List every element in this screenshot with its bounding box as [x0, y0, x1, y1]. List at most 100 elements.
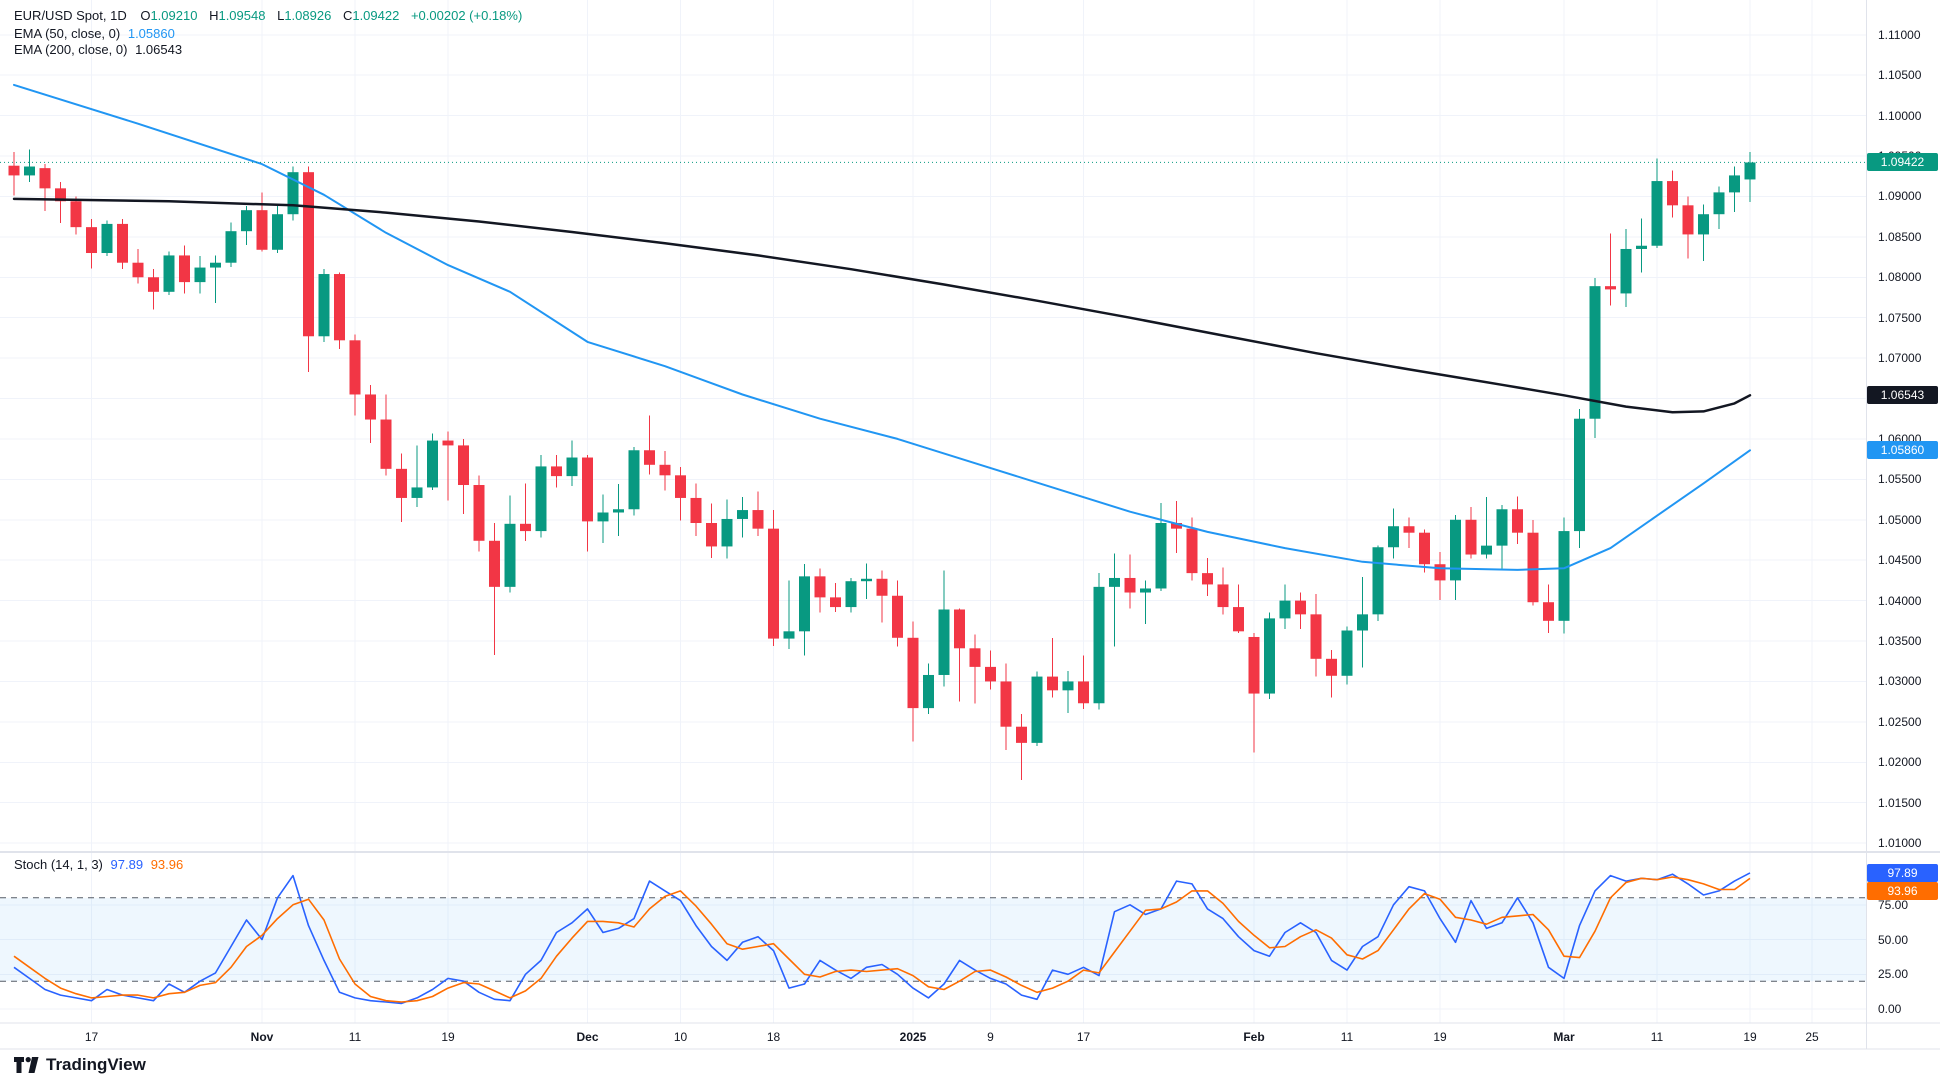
time-axis-label: 18: [766, 1030, 781, 1044]
time-axis-label: 9: [987, 1030, 994, 1044]
low-prefix: L: [277, 8, 285, 23]
candle-body: [675, 475, 686, 498]
stoch-badge: 93.96: [1867, 881, 1938, 900]
candle-body: [1062, 681, 1074, 691]
candle-body: [1636, 245, 1647, 249]
candle-body: [163, 255, 175, 292]
candle-body: [659, 464, 671, 476]
candle-body: [969, 648, 981, 667]
candle-body: [1016, 726, 1027, 743]
candle-body: [613, 509, 624, 513]
time-axis-label: Feb: [1243, 1030, 1265, 1044]
candle-body: [380, 419, 392, 469]
time-axis-label: 11: [1340, 1030, 1354, 1044]
candle-body: [1171, 523, 1182, 529]
candle-body: [101, 223, 113, 254]
time-axis-label: 17: [84, 1030, 99, 1044]
ema200-legend[interactable]: EMA (200, close, 0) 1.06543: [14, 42, 186, 58]
candle-body: [1109, 577, 1120, 587]
high-value: 1.09548: [218, 8, 266, 23]
candle-body: [706, 523, 717, 547]
candle-body: [551, 466, 562, 477]
ema200-value: 1.06543: [135, 42, 183, 57]
ema50-legend[interactable]: EMA (50, close, 0) 1.05860: [14, 26, 179, 42]
time-axis-label: 25: [1805, 1030, 1819, 1044]
tradingview-logo[interactable]: TradingView: [14, 1055, 146, 1075]
candle-body: [1527, 532, 1539, 603]
price-axis-label: 1.07500: [1878, 310, 1922, 325]
candle-body: [1558, 531, 1570, 621]
candle-body: [349, 340, 361, 395]
candle-body: [1589, 286, 1601, 419]
candle-body: [55, 188, 66, 202]
price-axis-label: 1.11000: [1878, 27, 1921, 42]
candle-body: [721, 518, 733, 547]
candle-body: [861, 578, 872, 582]
price-axis-label: 1.02500: [1878, 714, 1922, 729]
candle-body: [783, 631, 795, 639]
candle-body: [1620, 248, 1632, 294]
candle-body: [1341, 630, 1353, 676]
candle-body: [1295, 600, 1306, 615]
candle-body: [411, 487, 423, 498]
tradingview-logo-text: TradingView: [46, 1055, 146, 1074]
candle-body: [566, 457, 578, 477]
time-axis-label: 11: [348, 1030, 362, 1044]
close-value: 1.09422: [352, 8, 400, 23]
candle-body: [1434, 564, 1446, 581]
candle-body: [1357, 614, 1368, 631]
candle-body: [396, 468, 407, 498]
candle-body: [1202, 573, 1213, 585]
candle-body: [1233, 607, 1244, 632]
candle-body: [830, 597, 841, 608]
time-axis-label: 2025: [899, 1030, 927, 1044]
candle-body: [814, 576, 826, 598]
candle-body: [241, 210, 252, 232]
candle-body: [954, 609, 965, 649]
price-axis-label: 1.10000: [1878, 108, 1922, 123]
price-axis-label: 1.02000: [1878, 755, 1922, 770]
candle-body: [582, 457, 593, 522]
candle-body: [318, 274, 330, 337]
symbol-legend[interactable]: EUR/USD Spot, 1D O1.09210 H1.09548 L1.08…: [14, 8, 530, 24]
candle-body: [1093, 586, 1105, 704]
ema200-line: [12, 197, 1752, 414]
candle-body: [1667, 181, 1678, 206]
candle-body: [1682, 205, 1694, 235]
price-axis-label: 1.04500: [1878, 553, 1922, 568]
candle-body: [1574, 418, 1585, 532]
candle-body: [690, 497, 702, 524]
candle-body: [1496, 509, 1508, 546]
candle-body: [303, 172, 314, 337]
candle-body: [86, 227, 97, 254]
candle-body: [334, 274, 345, 341]
candle-body: [39, 168, 51, 189]
candle-body: [1326, 658, 1337, 676]
price-axis-label: 1.05500: [1878, 472, 1922, 487]
candle-body: [1713, 192, 1725, 215]
candle-body: [1186, 528, 1198, 574]
price-axis-label: 1.04000: [1878, 593, 1922, 608]
candle-body: [876, 578, 888, 596]
candle-body: [1047, 676, 1058, 691]
price-badge: 1.05860: [1867, 441, 1938, 460]
price-axis-label: 1.05000: [1878, 512, 1922, 527]
stoch-k-value: 97.89: [110, 857, 144, 872]
candle-body: [1450, 519, 1461, 581]
candle-body: [1481, 545, 1492, 555]
candle-body: [117, 223, 128, 263]
candle-body: [1248, 636, 1260, 694]
candle-body: [768, 528, 779, 639]
price-axis-label: 1.09000: [1878, 189, 1922, 204]
price-badge: 1.06543: [1867, 386, 1938, 405]
time-axis-label: 10: [673, 1030, 688, 1044]
stoch-axis-label: 25.00: [1878, 967, 1909, 982]
candle-body: [148, 277, 159, 292]
candle-body: [1155, 523, 1167, 589]
candle-body: [1605, 286, 1616, 290]
stoch-k-line: [13, 872, 1751, 1005]
candle-body: [1543, 602, 1554, 621]
stoch-legend[interactable]: Stoch (14, 1, 3) 97.89 93.96: [14, 857, 187, 873]
